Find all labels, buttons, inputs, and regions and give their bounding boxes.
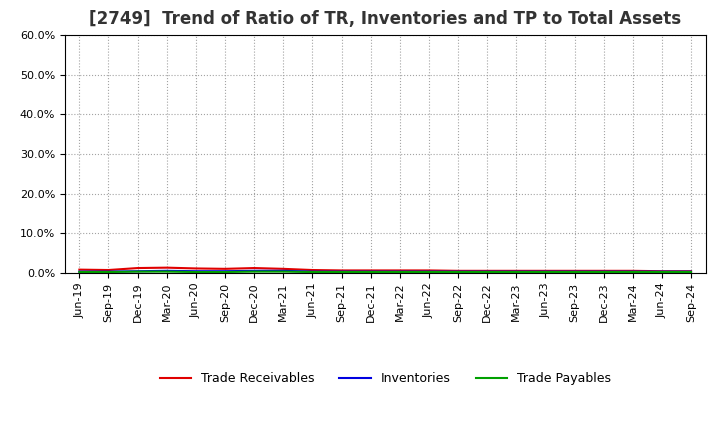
Trade Payables (687, 269, 696, 275)
Trade Receivables (599, 268, 608, 273)
Trade Payables (192, 269, 200, 275)
Trade Receivables (163, 265, 171, 270)
Trade Payables (629, 269, 637, 275)
Trade Payables (541, 269, 550, 275)
Trade Receivables (570, 268, 579, 273)
Inventories (657, 269, 666, 274)
Trade Payables (657, 269, 666, 275)
Trade Payables (512, 269, 521, 275)
Inventories (337, 269, 346, 274)
Inventories (512, 269, 521, 274)
Trade Payables (395, 269, 404, 275)
Trade Payables (366, 269, 375, 275)
Trade Payables (570, 269, 579, 275)
Inventories (454, 269, 462, 274)
Inventories (541, 269, 550, 274)
Trade Payables (308, 269, 317, 275)
Trade Receivables (337, 268, 346, 273)
Inventories (570, 269, 579, 274)
Inventories (250, 268, 258, 273)
Inventories (599, 269, 608, 274)
Trade Payables (425, 269, 433, 275)
Inventories (192, 268, 200, 274)
Trade Receivables (133, 265, 142, 271)
Inventories (220, 268, 229, 274)
Trade Receivables (454, 268, 462, 273)
Trade Receivables (395, 268, 404, 273)
Inventories (279, 268, 287, 273)
Trade Payables (75, 269, 84, 275)
Trade Payables (279, 269, 287, 274)
Trade Receivables (512, 268, 521, 273)
Trade Payables (250, 269, 258, 274)
Inventories (483, 269, 492, 274)
Line: Trade Receivables: Trade Receivables (79, 268, 691, 271)
Trade Payables (220, 269, 229, 275)
Trade Payables (599, 269, 608, 275)
Inventories (629, 269, 637, 274)
Trade Receivables (366, 268, 375, 273)
Trade Receivables (220, 266, 229, 271)
Legend: Trade Receivables, Inventories, Trade Payables: Trade Receivables, Inventories, Trade Pa… (155, 367, 616, 390)
Inventories (366, 269, 375, 274)
Trade Receivables (657, 268, 666, 274)
Inventories (75, 269, 84, 274)
Inventories (395, 269, 404, 274)
Inventories (308, 269, 317, 274)
Title: [2749]  Trend of Ratio of TR, Inventories and TP to Total Assets: [2749] Trend of Ratio of TR, Inventories… (89, 10, 681, 28)
Trade Receivables (308, 268, 317, 273)
Inventories (163, 268, 171, 273)
Trade Payables (337, 269, 346, 275)
Trade Payables (163, 269, 171, 274)
Inventories (133, 268, 142, 274)
Trade Receivables (192, 266, 200, 271)
Inventories (425, 269, 433, 274)
Trade Payables (454, 269, 462, 275)
Trade Payables (133, 269, 142, 274)
Trade Receivables (279, 266, 287, 271)
Trade Receivables (483, 268, 492, 273)
Trade Receivables (104, 268, 113, 273)
Trade Receivables (541, 268, 550, 273)
Inventories (687, 269, 696, 274)
Trade Receivables (250, 265, 258, 271)
Trade Receivables (425, 268, 433, 273)
Trade Payables (483, 269, 492, 275)
Trade Receivables (75, 267, 84, 272)
Trade Receivables (687, 268, 696, 274)
Trade Receivables (629, 268, 637, 273)
Trade Payables (104, 269, 113, 275)
Inventories (104, 269, 113, 274)
